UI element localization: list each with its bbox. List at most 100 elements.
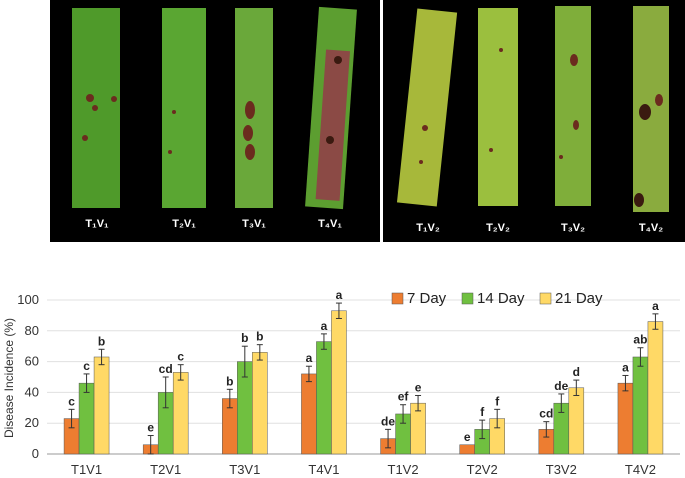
y-tick-label: 40 [25, 384, 39, 399]
significance-letter: c [177, 350, 184, 364]
x-tick-label: T3V2 [546, 462, 577, 477]
y-tick-label: 100 [17, 292, 39, 307]
lesion [111, 96, 117, 102]
bar-21-day [93, 356, 110, 455]
significance-letter: b [98, 334, 105, 348]
x-tick-label: T1V2 [388, 462, 419, 477]
significance-letter: a [622, 360, 629, 374]
significance-letter: a [321, 319, 328, 333]
significance-letter: de [554, 379, 568, 393]
legend-label: 14 Day [477, 290, 525, 307]
x-tick-label: T4V2 [625, 462, 656, 477]
legend-label: 21 Day [555, 290, 603, 307]
significance-letter: c [83, 359, 90, 373]
significance-letter: d [573, 365, 580, 379]
leaf-t4v2 [633, 6, 669, 212]
legend: 7 Day 14 Day 21 Day [391, 290, 603, 307]
leaf-label-t2v1: T₂V₁ [172, 218, 196, 230]
significance-letter: a [336, 288, 343, 302]
bar-7-day [301, 373, 317, 455]
leaf-label-t4v2: T₄V₂ [638, 222, 664, 234]
lesion [245, 101, 255, 119]
lesion [334, 56, 342, 64]
gridlines [47, 299, 680, 424]
significance-letter: de [381, 414, 395, 428]
bar-7-day [459, 444, 475, 455]
lesion [168, 150, 172, 154]
bar-21-day [568, 387, 585, 455]
leaf-label-t3v1: T₃V₁ [242, 218, 266, 230]
lesion [243, 125, 253, 141]
lesion [86, 94, 94, 102]
legend-swatch [539, 292, 552, 305]
lesion [634, 193, 644, 207]
x-tick-label: T4V1 [308, 462, 339, 477]
bar-21-day [647, 321, 664, 455]
bar-14-day [632, 356, 649, 455]
x-tick-label: T2V1 [150, 462, 181, 477]
leaf-t2v2 [478, 8, 518, 206]
significance-letter: f [495, 394, 500, 408]
significance-letter: ab [633, 333, 647, 347]
y-tick-label: 20 [25, 415, 39, 430]
significance-letter: f [480, 405, 485, 419]
leaf-t1v2 [396, 8, 458, 207]
leaf-t3v2 [555, 6, 591, 206]
legend-swatch [391, 292, 404, 305]
leaf-label-t1v2: T₁V₂ [416, 222, 440, 234]
lesion [639, 104, 651, 120]
lesion [655, 94, 663, 106]
x-tick-label: T2V2 [467, 462, 498, 477]
y-tick-label: 60 [25, 354, 39, 369]
significance-letter: b [226, 374, 233, 388]
lesion [559, 155, 563, 159]
significance-letter: a [652, 299, 659, 313]
significance-letter: e [147, 421, 154, 435]
leaf-photo-panel-v1: T₁V₁ T₂V₁ T₃V₁ T₄V₁ [50, 0, 380, 242]
significance-letter: b [256, 330, 263, 344]
lesion [172, 110, 176, 114]
significance-letter: c [68, 394, 75, 408]
bar-21-day [252, 352, 268, 455]
significance-letter: e [464, 430, 471, 444]
bar-21-day [172, 372, 189, 455]
x-axis: T1V1 T2V1 T3V1 T4V1 T1V2 T2V2 T3V2 T4V2 [71, 462, 656, 477]
bar-7-day [617, 382, 634, 455]
lesion [419, 160, 423, 164]
y-axis-title: Disease Incidence (%) [2, 318, 16, 438]
significance-letter: b [241, 331, 248, 345]
lesion [573, 120, 579, 130]
leaf-t2v1 [162, 8, 206, 208]
bar-14-day [78, 382, 95, 455]
lesion [82, 135, 88, 141]
leaf-label-t3v2: T₃V₂ [560, 222, 586, 234]
significance-letter: a [306, 351, 313, 365]
significance-letter: cd [159, 362, 173, 376]
lesion [326, 136, 334, 144]
y-tick-label: 80 [25, 323, 39, 338]
leaf-label-t2v2: T₂V₂ [486, 222, 510, 234]
leaf-photo-panel-v2: T₁V₂ T₂V₂ T₃V₂ T₄V₂ [383, 0, 685, 242]
lesion [245, 144, 255, 160]
leaf-photos-v2 [396, 6, 669, 212]
significance-letter: cd [539, 407, 553, 421]
legend-label: 7 Day [407, 290, 447, 307]
significance-letter: ef [398, 390, 410, 404]
lesion [499, 48, 503, 52]
y-tick-label: 0 [32, 446, 39, 461]
x-tick-label: T1V1 [71, 462, 102, 477]
legend-swatch [461, 292, 474, 305]
leaf-photos-v1 [72, 6, 357, 210]
significance-letter: e [415, 380, 422, 394]
bar-21-day [331, 310, 347, 455]
lesion [489, 148, 493, 152]
lesion [422, 125, 428, 131]
lesion [570, 54, 578, 66]
lesion [92, 105, 98, 111]
bar-14-day [316, 341, 332, 455]
x-tick-label: T3V1 [229, 462, 260, 477]
leaf-label-t4v1: T₄V₁ [318, 218, 342, 230]
leaf-label-t1v1: T₁V₁ [85, 218, 109, 230]
